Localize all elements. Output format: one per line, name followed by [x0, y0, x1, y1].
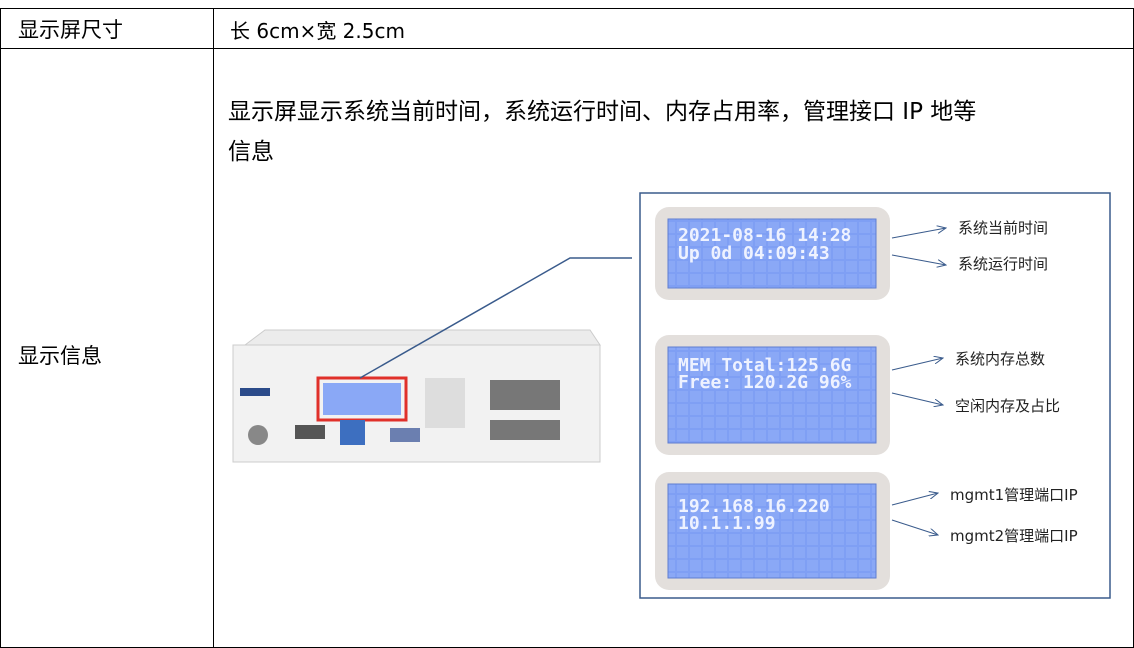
annotation: 系统当前时间: [958, 219, 1048, 237]
lcd-screen: [667, 346, 877, 444]
annotation: 系统内存总数: [955, 350, 1045, 368]
arrow: [891, 392, 943, 405]
callout-line: [359, 257, 632, 379]
lcd-text: 10.1.1.99: [678, 513, 776, 534]
lcd-screen: [667, 483, 877, 579]
cell-text: 长 6cm×宽 2.5cm: [230, 19, 405, 43]
lcd-text: 192.168.16.220: [678, 496, 830, 517]
cell-text: 显示屏显示系统当前时间，系统运行时间、内存占用率，管理接口 IP 地等信息: [228, 99, 977, 165]
arrow: [891, 254, 946, 265]
row-header: 显示屏尺寸: [18, 18, 123, 42]
annotation: mgmt2管理端口IP: [950, 527, 1078, 545]
arrow: [891, 493, 938, 506]
annotation: mgmt1管理端口IP: [950, 486, 1078, 504]
arrow: [891, 519, 938, 535]
lcd-screen: [667, 218, 877, 289]
arrow: [891, 358, 943, 371]
row-header: 显示信息: [18, 344, 102, 368]
lcd-text: 2021-08-16 14:28: [678, 225, 851, 246]
arrow: [891, 228, 946, 239]
lcd-text: Up 0d 04:09:43: [678, 243, 830, 264]
annotation: 空闲内存及占比: [955, 397, 1060, 415]
lcd-text: Free: 120.2G 96%: [678, 372, 852, 393]
lcd-text: MEM Total:125.6G: [678, 355, 851, 376]
annotation: 系统运行时间: [958, 255, 1048, 273]
device: [232, 329, 601, 463]
